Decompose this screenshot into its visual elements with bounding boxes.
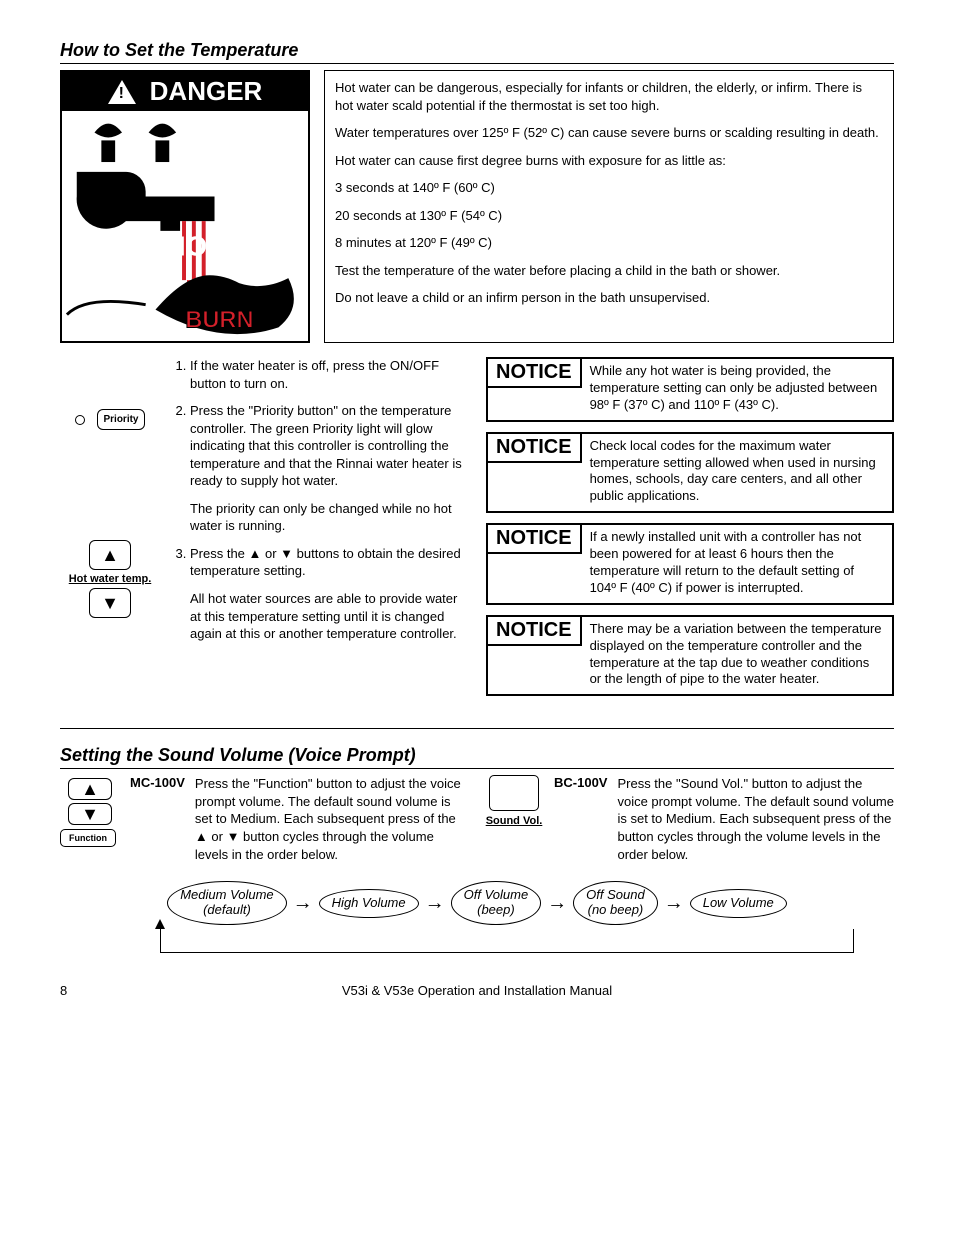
danger-p4: 3 seconds at 140º F (60º C): [335, 179, 883, 197]
mc-up-icon: ▲: [68, 778, 112, 800]
step-1: If the water heater is off, press the ON…: [190, 357, 468, 392]
sound-vol-button-icon: [489, 775, 539, 811]
volume-high: High Volume: [319, 889, 419, 918]
notice-4-text: There may be a variation between the tem…: [582, 617, 892, 695]
mc-function-buttons-illustration: ▲ ▼ Function: [60, 775, 120, 863]
step-3-extra: All hot water sources are able to provid…: [190, 590, 468, 643]
volume-off-beep: Off Volume (beep): [451, 881, 542, 925]
page-number: 8: [60, 983, 67, 998]
vol-offsound-line1: Off Sound: [586, 887, 645, 902]
bc-100v-block: Sound Vol. BC-100V Press the "Sound Vol.…: [484, 775, 894, 863]
bc-sound-vol-illustration: Sound Vol.: [484, 775, 544, 863]
section-divider: [60, 728, 894, 729]
danger-block: DANGER HOT: [60, 70, 894, 343]
danger-p1: Hot water can be dangerous, especially f…: [335, 79, 883, 114]
vol-off-line2: (beep): [477, 902, 515, 917]
sound-vol-label: Sound Vol.: [484, 815, 544, 827]
hot-water-temp-illustration: ▲ Hot water temp. ▼: [60, 540, 160, 618]
danger-label: DANGER: [150, 76, 263, 107]
notice-4: NOTICE There may be a variation between …: [486, 615, 894, 697]
notice-column: NOTICE While any hot water is being prov…: [486, 357, 894, 706]
notice-label: NOTICE: [488, 617, 582, 646]
danger-p6: 8 minutes at 120º F (49º C): [335, 234, 883, 252]
notice-3-text: If a newly installed unit with a control…: [582, 525, 892, 603]
step-3: Press the ▲ or ▼ buttons to obtain the d…: [190, 545, 468, 580]
section-title-temperature: How to Set the Temperature: [60, 40, 894, 64]
hot-water-temp-label: Hot water temp.: [60, 573, 160, 585]
volume-cycle-flow: Medium Volume (default) → High Volume → …: [60, 881, 894, 925]
section-title-sound: Setting the Sound Volume (Voice Prompt): [60, 745, 894, 769]
warning-triangle-icon: [108, 80, 136, 104]
notice-1: NOTICE While any hot water is being prov…: [486, 357, 894, 422]
notice-label: NOTICE: [488, 525, 582, 554]
arrow-icon: →: [547, 892, 567, 915]
priority-button-label: Priority: [97, 409, 144, 430]
bc-model-label: BC-100V: [554, 775, 607, 863]
priority-button-illustration: Priority: [60, 409, 160, 430]
temp-up-icon: ▲: [89, 540, 131, 570]
danger-p7: Test the temperature of the water before…: [335, 262, 883, 280]
volume-low: Low Volume: [690, 889, 787, 918]
danger-p8: Do not leave a child or an infirm person…: [335, 289, 883, 307]
mc-100v-block: ▲ ▼ Function MC-100V Press the "Function…: [60, 775, 470, 863]
notice-label: NOTICE: [488, 434, 582, 463]
mc-down-icon: ▼: [68, 803, 112, 825]
vol-medium-line1: Medium Volume: [180, 887, 273, 902]
mc-text: Press the "Function" button to adjust th…: [195, 775, 470, 863]
svg-text:HOT: HOT: [166, 231, 224, 262]
notice-3: NOTICE If a newly installed unit with a …: [486, 523, 894, 605]
svg-text:BURN: BURN: [185, 307, 253, 333]
volume-cycle-loop-arrow: [160, 929, 854, 953]
volume-medium: Medium Volume (default): [167, 881, 286, 925]
notice-1-text: While any hot water is being provided, t…: [582, 359, 892, 420]
step-2: Press the "Priority button" on the tempe…: [190, 402, 468, 490]
manual-title: V53i & V53e Operation and Installation M…: [342, 983, 612, 998]
priority-led-icon: [75, 415, 85, 425]
danger-p2: Water temperatures over 125º F (52º C) c…: [335, 124, 883, 142]
danger-p3: Hot water can cause first degree burns w…: [335, 152, 883, 170]
notice-2-text: Check local codes for the maximum water …: [582, 434, 892, 512]
arrow-icon: →: [664, 892, 684, 915]
notice-label: NOTICE: [488, 359, 582, 388]
danger-bar: DANGER: [62, 72, 308, 111]
mc-function-label: Function: [60, 829, 116, 847]
page-footer: 8 V53i & V53e Operation and Installation…: [60, 983, 894, 998]
vol-off-line1: Off Volume: [464, 887, 529, 902]
vol-medium-line2: (default): [203, 902, 251, 917]
temp-down-icon: ▼: [89, 588, 131, 618]
notice-2: NOTICE Check local codes for the maximum…: [486, 432, 894, 514]
vol-offsound-line2: (no beep): [588, 902, 644, 917]
bc-text: Press the "Sound Vol." button to adjust …: [617, 775, 894, 863]
hot-water-burn-illustration: HOT BURN: [62, 111, 308, 341]
arrow-icon: →: [425, 892, 445, 915]
temperature-steps: If the water heater is off, press the ON…: [168, 357, 468, 706]
step-2-extra: The priority can only be changed while n…: [190, 500, 468, 535]
arrow-icon: →: [293, 892, 313, 915]
danger-p5: 20 seconds at 130º F (54º C): [335, 207, 883, 225]
mc-model-label: MC-100V: [130, 775, 185, 863]
danger-graphic: DANGER HOT: [60, 70, 310, 343]
volume-off-sound: Off Sound (no beep): [573, 881, 658, 925]
danger-text-box: Hot water can be dangerous, especially f…: [324, 70, 894, 343]
